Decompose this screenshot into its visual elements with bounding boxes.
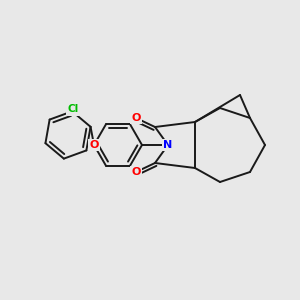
Text: O: O — [89, 140, 99, 150]
Text: N: N — [164, 140, 172, 150]
Text: Cl: Cl — [68, 104, 79, 114]
Text: O: O — [131, 113, 141, 123]
Text: O: O — [131, 167, 141, 177]
